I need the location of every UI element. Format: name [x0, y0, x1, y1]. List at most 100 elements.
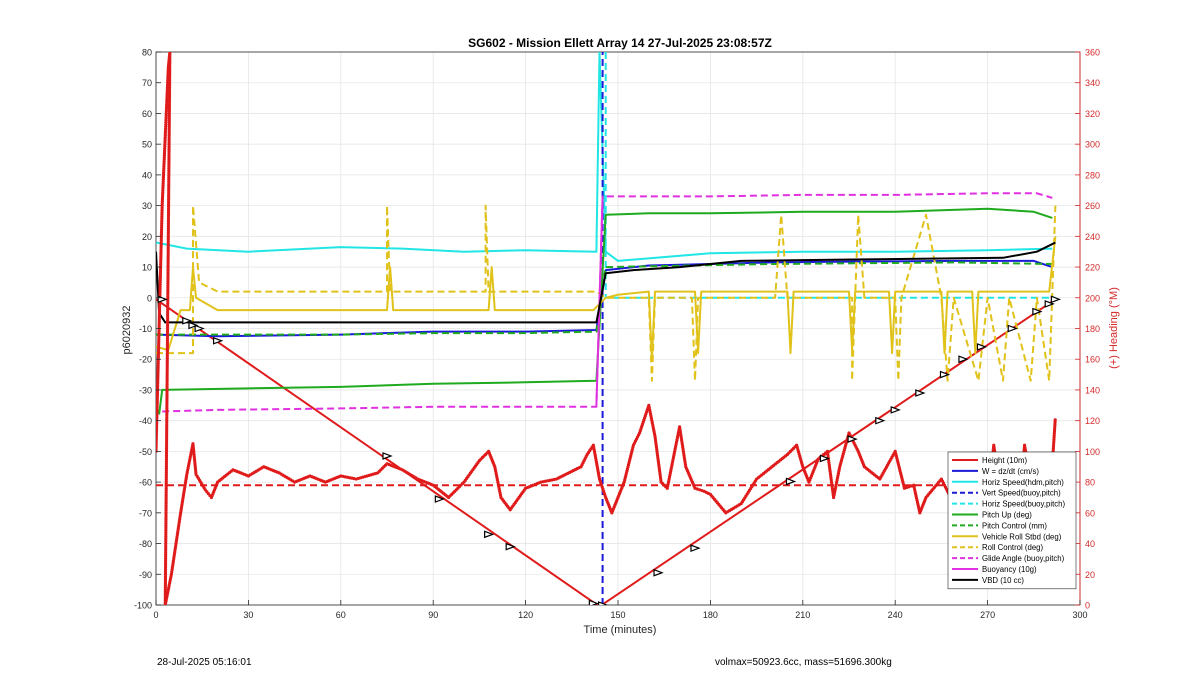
heading-point [165, 328, 170, 332]
legend-label: VBD (10 cc) [982, 576, 1024, 585]
heading-point [167, 145, 171, 149]
heading-point [166, 250, 170, 255]
legend-label: Roll Control (deg) [982, 543, 1044, 552]
x-tick-label: 180 [703, 610, 718, 620]
heading-point [165, 330, 170, 334]
heading-point [167, 167, 171, 171]
heading-point [167, 156, 171, 160]
heading-point [167, 153, 171, 158]
height-marker [847, 435, 858, 443]
heading-point [167, 134, 171, 138]
heading-point [167, 189, 171, 193]
heading-point [166, 275, 170, 279]
heading-point [167, 171, 171, 175]
x-tick-label: 0 [153, 610, 158, 620]
heading-point [165, 405, 169, 409]
heading-point [167, 198, 171, 202]
heading-point [167, 140, 171, 144]
height-marker [188, 321, 199, 330]
heading-point [167, 92, 172, 96]
x-tick-label: 120 [518, 610, 533, 620]
heading-point [165, 424, 169, 429]
heading-point [166, 213, 171, 217]
series-pitch-control-mm [156, 261, 1053, 336]
heading-point [165, 321, 170, 325]
heading-point [164, 449, 169, 453]
heading-point [166, 319, 170, 323]
heading-point [165, 341, 170, 345]
heading-point [168, 61, 172, 65]
heading-point [163, 574, 168, 578]
legend-label: W = dz/dt (cm/s) [982, 467, 1039, 476]
heading-point [167, 120, 171, 125]
height-marker [690, 544, 701, 553]
heading-point [164, 543, 168, 548]
heading-point [164, 510, 168, 515]
heading-point [166, 277, 170, 281]
heading-point [165, 334, 170, 338]
height-marker [588, 599, 600, 605]
heading-point [164, 535, 168, 539]
heading-point [164, 457, 169, 462]
y-axis-label: p6020932 [121, 306, 133, 355]
height-marker [484, 530, 495, 539]
heading-point [166, 303, 170, 307]
heading-point [163, 565, 168, 570]
heading-point [165, 391, 169, 396]
heading-point [165, 409, 169, 413]
heading-point [164, 475, 168, 479]
heading-point [166, 224, 171, 228]
heading-point [168, 63, 172, 67]
heading-point [165, 369, 169, 374]
heading-point [165, 347, 169, 352]
heading-point [165, 402, 169, 407]
heading-point [165, 407, 169, 411]
heading-point [164, 466, 168, 471]
heading-point [164, 557, 168, 561]
legend-label: Vehicle Roll Stbd (deg) [982, 532, 1062, 541]
heading-point [166, 217, 171, 222]
heading-point [164, 473, 168, 477]
height-marker [1050, 295, 1062, 304]
heading-point [166, 305, 170, 310]
height-marker [875, 416, 886, 425]
heading-point [163, 570, 168, 574]
heading-point [163, 572, 168, 576]
x-tick-label: 30 [243, 610, 253, 620]
heading-point [165, 422, 169, 426]
heading-point [166, 268, 170, 272]
y-tick-label: 40 [142, 170, 152, 180]
heading-point [164, 521, 168, 526]
heading-point [166, 272, 170, 277]
heading-point [165, 354, 169, 358]
heading-point [164, 442, 169, 446]
heading-point [163, 576, 168, 581]
marker-layer [157, 295, 1062, 605]
heading-point [165, 385, 169, 389]
y2-tick-label: 60 [1085, 508, 1095, 518]
heading-point [166, 222, 171, 226]
heading-point [168, 72, 172, 76]
height-marker [213, 336, 224, 345]
x-tick-label: 90 [428, 610, 438, 620]
heading-point [164, 513, 168, 517]
heading-point [166, 314, 170, 318]
height-marker [653, 568, 664, 577]
y-tick-label: 0 [147, 293, 152, 303]
heading-point [166, 312, 170, 316]
heading-point [164, 517, 168, 521]
heading-point [165, 429, 169, 433]
heading-point [165, 350, 169, 354]
heading-point [167, 109, 171, 114]
heading-point [167, 164, 171, 169]
series-horiz-speed-hdm-pitch [156, 52, 1053, 262]
heading-point [164, 453, 169, 457]
y2-tick-label: 140 [1085, 385, 1100, 395]
heading-point [165, 356, 169, 360]
y-tick-label: -50 [139, 447, 152, 457]
heading-point [163, 568, 168, 572]
heading-point [168, 79, 172, 83]
heading-point [166, 253, 170, 257]
heading-point [167, 151, 171, 155]
